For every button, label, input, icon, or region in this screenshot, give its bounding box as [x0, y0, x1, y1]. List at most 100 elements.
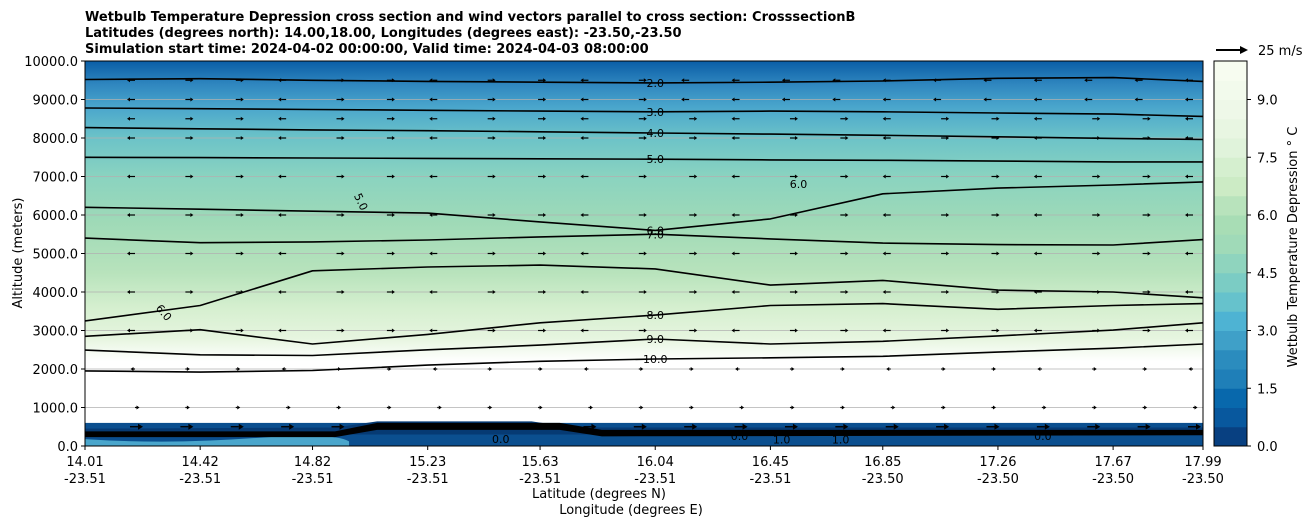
wind-vector-head	[238, 423, 244, 430]
wind-vector-head	[391, 251, 395, 256]
wind-vector-head	[996, 213, 1000, 217]
wind-vector-head	[994, 423, 1000, 430]
wind-vector-head	[794, 290, 798, 294]
colorbar-frame	[1213, 60, 1248, 447]
x-tick-label-lat: 16.04	[637, 455, 674, 470]
wind-vector-head	[643, 78, 647, 83]
contour-line-6	[85, 264, 1203, 322]
x-tick-label-lat: 14.82	[294, 455, 331, 470]
wind-vector-head	[1093, 367, 1097, 371]
wind-vector-head	[341, 213, 345, 217]
wind-vector-head	[731, 136, 735, 140]
wind-vector-head	[1037, 367, 1041, 371]
wind-vector-head	[731, 116, 735, 121]
wind-vector-head	[492, 251, 496, 256]
wind-vector-head	[694, 116, 698, 121]
wind-vector-head	[1093, 405, 1097, 410]
x-axis-ticks: 14.01 -23.51 14.42 -23.51 14.82 -23.51 15.23 -2…	[64, 446, 1224, 487]
colorbar-tick-label: 3.0	[1257, 325, 1278, 340]
y-tick-label: 9000.0	[33, 94, 79, 109]
wind-vector-head	[240, 328, 244, 333]
wind-vector-head	[539, 405, 543, 410]
colorbar-band-5	[1214, 330, 1247, 351]
wind-vector-head	[841, 367, 845, 371]
wind-vector-head	[1033, 251, 1037, 256]
wind-vector-head	[190, 213, 194, 217]
wind-vector-head	[1097, 174, 1101, 179]
wind-vector-head	[832, 97, 836, 102]
wind-vector-head	[580, 136, 584, 140]
x-tick-label-lon: -23.50	[1182, 472, 1224, 487]
wind-vector-head	[591, 423, 597, 430]
wind-vector-head	[539, 367, 543, 371]
wind-vector-head	[580, 213, 584, 217]
wind-vector-head	[287, 405, 291, 410]
wind-vector-head	[1185, 213, 1188, 217]
wind-vector-head	[1033, 97, 1037, 102]
wind-vector-head	[882, 328, 886, 333]
wind-vector-head	[341, 174, 345, 179]
contour-lines	[85, 76, 1203, 373]
wind-vector-head	[643, 136, 647, 140]
wind-vector-head	[278, 213, 282, 217]
contour-label: 6.0	[646, 224, 664, 237]
wind-vector-head	[1147, 290, 1151, 294]
colorbar-band-1	[1214, 407, 1247, 428]
wind-vector-head	[543, 116, 547, 121]
colorbar-band-15	[1214, 138, 1247, 158]
wind-vector-head	[643, 251, 647, 256]
contour-annotation: 1.0	[832, 434, 850, 447]
x-tick-label-lon: -23.50	[1092, 472, 1134, 487]
contour-annotation: 0.0	[731, 430, 749, 443]
wind-vector-head	[278, 174, 282, 179]
wind-vector-head	[543, 251, 547, 256]
wind-vector-head	[1147, 116, 1151, 121]
wind-vector-head	[580, 290, 584, 294]
wind-vector-head	[338, 405, 342, 410]
wind-vector-head	[432, 367, 436, 371]
contour-label: 2.0	[646, 77, 664, 90]
wind-vector-head	[694, 213, 698, 217]
wind-vector-head	[492, 97, 496, 102]
wind-vector-head	[127, 174, 130, 179]
wind-vector-head	[388, 405, 392, 410]
colorbar-ticks: 0.0 1.5 3.0 4.5 6.0 7.5 9.0	[1247, 94, 1278, 455]
wind-vector-head	[136, 405, 140, 410]
wind-vector-head	[186, 367, 190, 371]
wind-vector-head	[694, 290, 698, 294]
colorbar-band-12	[1214, 195, 1247, 216]
contour-line-7	[85, 302, 1203, 345]
wind-vector-head	[946, 136, 950, 140]
wind-vector-head	[845, 328, 849, 333]
wind-vector-head	[1097, 213, 1101, 217]
contour-annotation: 0.0	[492, 433, 510, 446]
x-tick-label-lat: 16.45	[752, 455, 789, 470]
wind-vector-head	[1147, 174, 1151, 179]
x-tick-label-lon: -23.51	[749, 472, 791, 487]
colorbar-tick-label: 1.5	[1257, 382, 1278, 397]
colorbar: 0.0 1.5 3.0 4.5 6.0 7.5 9.0 Wetbulb Temperatur…	[1213, 60, 1301, 455]
wind-vector-head	[1185, 328, 1188, 333]
colorbar-band-8	[1214, 272, 1247, 293]
colorbar-tick-label: 9.0	[1257, 94, 1278, 109]
wind-vector-head	[391, 174, 395, 179]
wind-vector-head	[781, 78, 785, 83]
wind-vector-head	[543, 213, 547, 217]
wind-vector-head	[1097, 251, 1101, 256]
wind-vector-head	[1134, 97, 1138, 102]
wind-vector-head	[735, 367, 739, 371]
wind-vector-head	[681, 78, 685, 83]
wind-vector-head	[996, 328, 1000, 333]
wind-vector-head	[845, 116, 849, 121]
wind-vector-head	[489, 405, 493, 410]
y-axis-label: Altitude (meters)	[11, 198, 26, 309]
wind-vector-head	[882, 116, 886, 121]
wind-vector-head	[845, 290, 849, 294]
wind-vector-head	[640, 405, 644, 410]
wind-vector-head	[1144, 367, 1148, 371]
wind-vector-head	[640, 367, 644, 371]
wind-vector-head	[127, 136, 130, 140]
x-tick-label-lat: 17.99	[1184, 455, 1221, 470]
y-axis-ticks: 0.0 1000.0 2000.0 3000.0 4000.0 5000.0 6000.0 7…	[24, 55, 85, 455]
wind-vector-head	[543, 328, 547, 333]
